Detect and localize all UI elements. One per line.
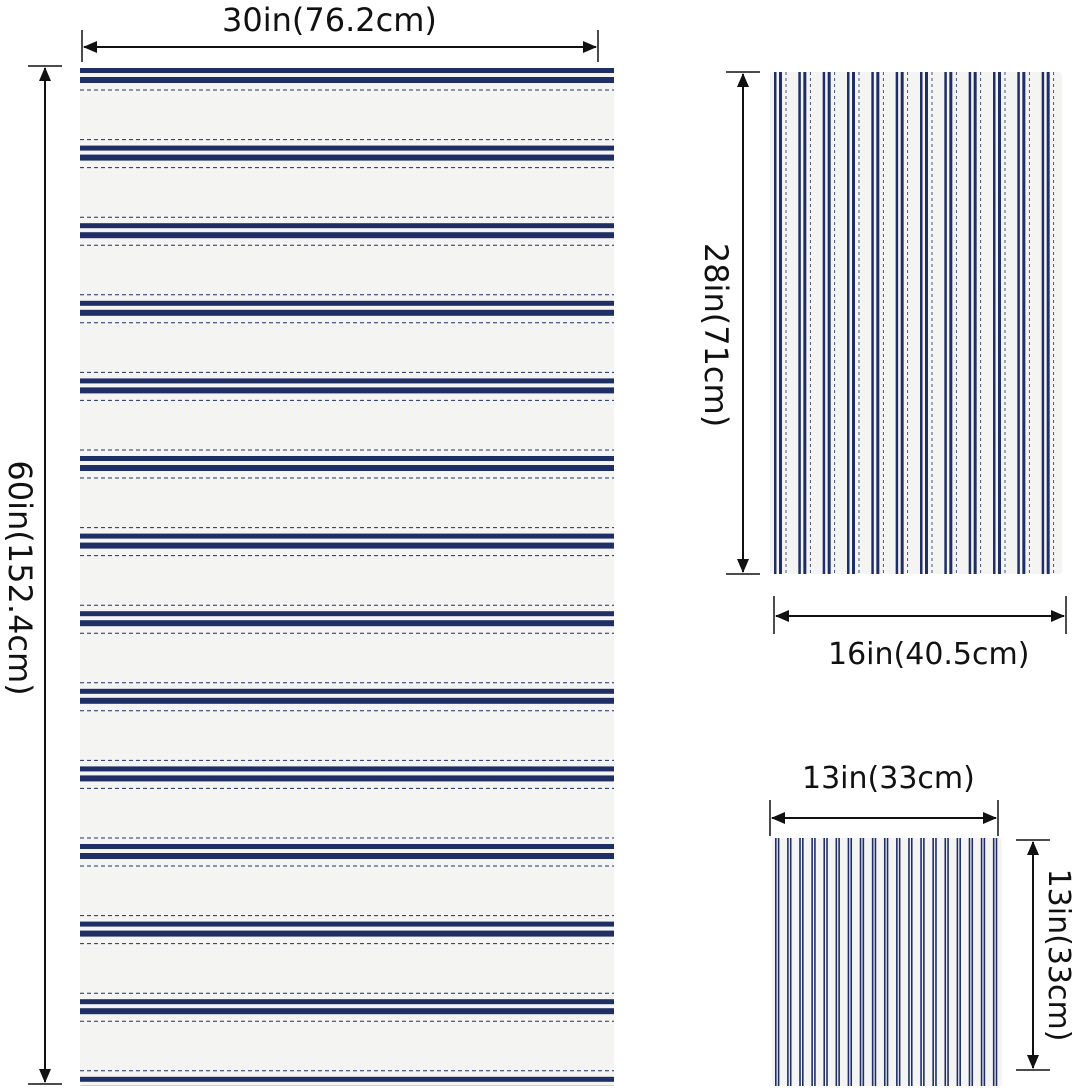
washcloth-width-label: 13in(33cm) xyxy=(802,761,975,796)
bath-stripe-group xyxy=(80,449,614,479)
hand-stripe-group xyxy=(871,72,884,574)
hand-stripe-group xyxy=(822,72,836,574)
washcloth-stripe xyxy=(992,838,998,1086)
washcloth-stripe xyxy=(932,838,937,1086)
hand-stripe-group xyxy=(944,72,957,574)
hand-stripe-group xyxy=(920,72,933,574)
washcloth-stripe xyxy=(859,838,865,1086)
hand-stripe-group xyxy=(895,72,909,574)
hand-stripe-group xyxy=(1017,72,1030,574)
bath-stripe-group xyxy=(80,294,614,324)
bath-stripe-group xyxy=(80,216,614,246)
washcloth-height-label: 13in(33cm) xyxy=(1041,868,1076,1042)
washcloth-stripe xyxy=(775,838,780,1086)
bath-stripe-group xyxy=(80,139,614,169)
hand-stripe-group xyxy=(774,72,787,574)
bath-stripe-group xyxy=(80,837,614,867)
washcloth-stripe xyxy=(871,838,877,1086)
bath-stripe-group xyxy=(80,371,614,401)
bath-stripe-group xyxy=(80,682,614,712)
bath-stripe-group xyxy=(80,759,614,789)
washcloth-stripe xyxy=(980,838,986,1086)
bath-stripe-group xyxy=(80,992,614,1022)
bath-towel-image xyxy=(80,68,614,1086)
bath-stripe-group xyxy=(80,915,614,945)
washcloth-stripe xyxy=(896,838,901,1086)
washcloth-stripe xyxy=(968,838,974,1086)
bath-stripe-group xyxy=(80,527,614,557)
washcloth-stripe xyxy=(823,838,828,1086)
washcloth-stripe xyxy=(883,838,889,1086)
washcloth-stripe xyxy=(847,838,853,1086)
washcloth-stripe xyxy=(787,838,792,1086)
hand-stripe-group xyxy=(847,72,860,574)
hand-towel-fabric xyxy=(770,72,1062,574)
washcloth-stripe xyxy=(956,838,961,1086)
hand-stripe-group xyxy=(968,72,982,574)
washcloth-image xyxy=(772,838,1002,1086)
hand-stripe-group xyxy=(993,72,1006,574)
washcloth-stripe xyxy=(920,838,925,1086)
bath-width-label: 30in(76.2cm) xyxy=(222,1,437,39)
hand-towel-image xyxy=(770,72,1062,574)
washcloth-stripe xyxy=(908,838,913,1086)
bath-height-label: 60in(152.4cm) xyxy=(1,460,39,696)
hand-stripe-group xyxy=(1041,72,1055,574)
bath-stripe-group xyxy=(80,604,614,634)
bath-stripe-group xyxy=(80,68,614,91)
washcloth-stripe xyxy=(944,838,949,1086)
washcloth-stripe xyxy=(799,838,804,1086)
hand-stripe-group xyxy=(798,72,811,574)
bath-stripe-group xyxy=(80,1070,614,1086)
hand-height-label: 28in(71cm) xyxy=(697,242,735,428)
hand-width-label: 16in(40.5cm) xyxy=(828,637,1030,672)
washcloth-stripe xyxy=(811,838,816,1086)
washcloth-stripe xyxy=(835,838,840,1086)
